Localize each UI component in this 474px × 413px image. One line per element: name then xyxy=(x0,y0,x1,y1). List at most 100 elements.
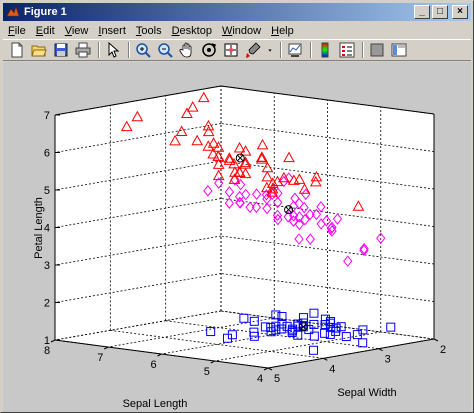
data-cursor-button[interactable] xyxy=(221,41,241,59)
data-point-triangle xyxy=(239,145,252,156)
data-point-triangle xyxy=(298,183,311,194)
colorbar-button[interactable] xyxy=(315,41,335,59)
save-icon xyxy=(54,43,68,57)
data-point-triangle xyxy=(288,174,300,185)
data-point-triangle xyxy=(310,170,323,182)
menu-window[interactable]: Window xyxy=(221,24,262,37)
legend-button[interactable] xyxy=(337,41,357,59)
data-point-triangle xyxy=(261,170,274,182)
data-point-square xyxy=(293,330,303,340)
z-tick-label: 6 xyxy=(44,148,50,160)
data-point-square xyxy=(282,321,292,331)
menu-view[interactable]: View xyxy=(64,24,89,37)
data-point-square xyxy=(309,331,319,341)
pointer-button[interactable] xyxy=(103,41,123,59)
grid-line xyxy=(54,160,222,191)
grid-line xyxy=(54,123,222,153)
link-plot-icon xyxy=(288,43,302,57)
window-title: Figure 1 xyxy=(24,6,67,18)
rotate-3d-button[interactable] xyxy=(199,41,219,59)
data-point-triangle xyxy=(233,166,246,177)
axis-labels: Sepal Length Sepal Width Petal Length xyxy=(33,197,397,410)
menu-file[interactable]: File xyxy=(8,24,26,37)
data-point-square xyxy=(249,316,259,326)
data-point-diamond xyxy=(305,208,315,221)
data-point-square xyxy=(325,329,335,339)
menu-help[interactable]: Help xyxy=(271,24,294,37)
menu-tools[interactable]: Tools xyxy=(135,24,162,37)
data-point-triangle xyxy=(202,119,215,131)
toolbar-separator xyxy=(362,42,364,58)
print-button[interactable] xyxy=(73,41,93,59)
data-point-square xyxy=(358,325,368,335)
hide-plot-tools-icon xyxy=(370,43,384,57)
menu-edit[interactable]: Edit xyxy=(35,24,55,37)
show-plot-tools-button[interactable] xyxy=(389,41,409,59)
save-button[interactable] xyxy=(51,41,71,59)
data-point-diamond xyxy=(273,213,283,226)
dropdown-arrow-button[interactable] xyxy=(265,41,275,59)
menu-desktop[interactable]: Desktop xyxy=(171,24,212,37)
print-icon xyxy=(75,42,91,58)
data-point-square xyxy=(309,345,319,355)
menu-insert[interactable]: Insert xyxy=(98,24,126,37)
grid-line xyxy=(54,273,222,303)
new-file-button[interactable] xyxy=(7,41,27,59)
pointer-icon xyxy=(108,41,120,58)
data-point-triangle xyxy=(266,186,279,197)
y-tick-label: 2 xyxy=(440,344,446,356)
new-file-icon xyxy=(11,42,23,58)
data-point-diamond xyxy=(251,201,262,213)
zoom-out-button[interactable] xyxy=(155,41,175,59)
zoom-in-button[interactable] xyxy=(133,41,153,59)
data-point-square xyxy=(271,321,281,331)
data-point-triangle xyxy=(233,141,246,153)
link-plot-button[interactable] xyxy=(285,41,305,59)
close-button[interactable]: × xyxy=(452,5,468,19)
x-tick xyxy=(104,346,109,350)
pan-hand-button[interactable] xyxy=(177,41,197,59)
maximize-icon: □ xyxy=(436,6,444,17)
centroid-cross xyxy=(236,154,244,162)
data-point-square xyxy=(309,319,319,329)
data-point-diamond xyxy=(376,232,386,245)
pan-hand-icon xyxy=(179,42,192,58)
brush-icon xyxy=(246,42,261,58)
data-point-triangle xyxy=(256,138,269,150)
figure-canvas[interactable]: 1 2 3 4 5 6 7 4 5 6 7 8 2 3 4 5 Sepal Length Sepal Width P… xyxy=(3,62,471,412)
data-point-triangle xyxy=(223,154,236,165)
title-bar[interactable]: Figure 1 _ □ × xyxy=(3,3,471,21)
x-tick-label: 4 xyxy=(257,373,263,385)
maximize-button[interactable]: □ xyxy=(432,5,448,19)
data-point-triangle xyxy=(212,169,225,181)
data-point-triangle xyxy=(256,151,268,162)
zoom-in-icon xyxy=(136,43,151,58)
centroid-circle xyxy=(235,153,245,163)
data-point-square xyxy=(309,308,319,318)
data-point-diamond xyxy=(300,213,310,226)
minimize-icon: _ xyxy=(419,6,425,17)
data-point-triangle xyxy=(271,175,284,187)
y-tick xyxy=(323,357,328,361)
data-point-square xyxy=(239,313,249,323)
hide-plot-tools-button[interactable] xyxy=(367,41,387,59)
brush-button[interactable] xyxy=(243,41,263,59)
y-tick xyxy=(267,367,273,371)
z-tick-label: 4 xyxy=(44,223,50,235)
data-point-triangle xyxy=(186,101,199,112)
x-tick xyxy=(210,360,215,364)
data-point-square xyxy=(249,327,259,337)
data-point-diamond xyxy=(289,209,299,222)
open-folder-button[interactable] xyxy=(29,41,49,59)
box-edge xyxy=(220,85,435,115)
data-point-square xyxy=(352,330,362,340)
x-tick xyxy=(50,339,56,343)
data-point-diamond xyxy=(359,244,369,257)
y-tick-label: 4 xyxy=(329,363,335,375)
data-point-diamond xyxy=(359,242,369,255)
data-point-square xyxy=(260,322,270,332)
minimize-button[interactable]: _ xyxy=(414,5,430,19)
data-point-diamond xyxy=(321,215,332,227)
y-tick-label: 5 xyxy=(274,373,280,385)
